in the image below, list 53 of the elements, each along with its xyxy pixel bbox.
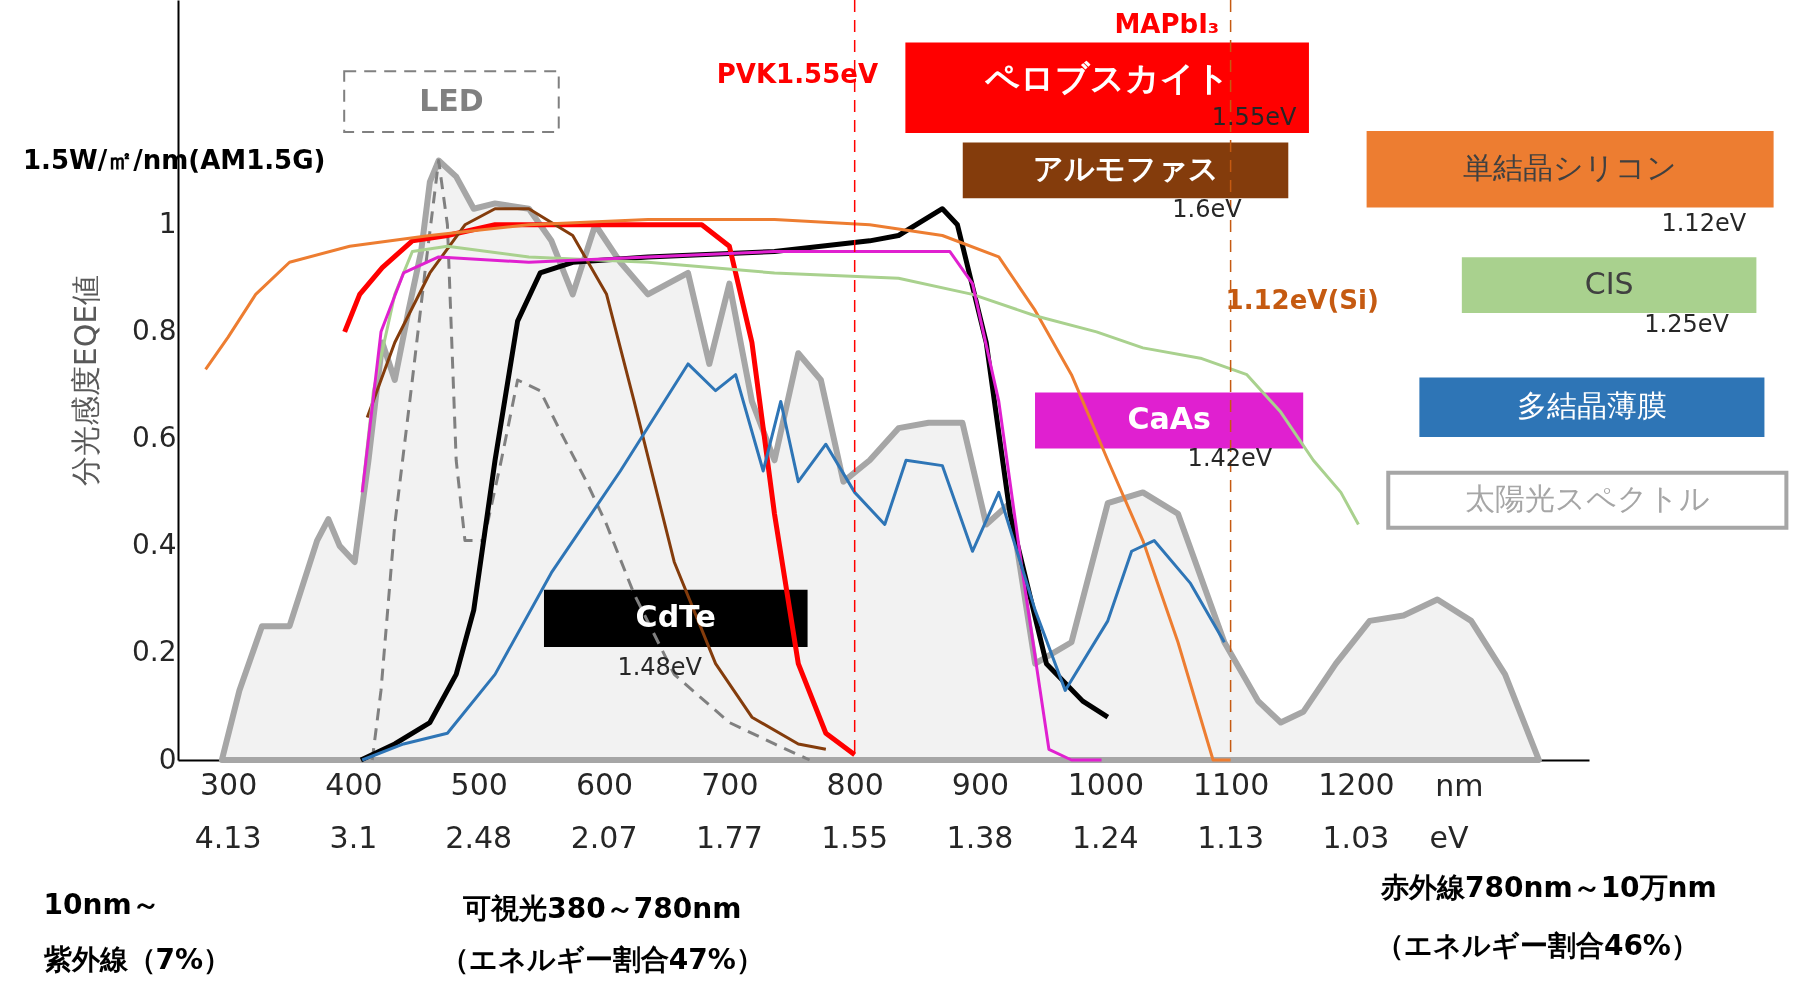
- text: 赤外線780nm～10万nm: [1380, 871, 1717, 905]
- x-tick-label: 600: [575, 766, 634, 802]
- text: 1.38: [946, 819, 1014, 855]
- text: 2.07: [570, 819, 638, 855]
- x-tick-label: 500: [450, 766, 508, 802]
- series-label: LED: [419, 82, 484, 118]
- text: 10nm～: [43, 888, 160, 922]
- text: 紫外線（7%）: [42, 943, 232, 977]
- annotation: 1.6eV: [1172, 194, 1243, 223]
- y-tick-label: 0: [158, 742, 177, 776]
- text: 1.25eV: [1644, 309, 1730, 338]
- text: ペロブスカイト: [983, 57, 1230, 98]
- text: CdTe: [635, 599, 716, 635]
- x-tick-label: 1100: [1192, 766, 1270, 802]
- text: 1.24: [1071, 819, 1139, 855]
- y-tick-label: 0.8: [131, 314, 177, 348]
- x-tick-label: 900: [951, 766, 1010, 802]
- annotation: 1.42eV: [1187, 443, 1273, 472]
- x-tick-label: 400: [325, 766, 383, 802]
- text: 1.55: [821, 819, 889, 855]
- x-tick-label: 800: [826, 766, 884, 802]
- x-tick-label: 1200: [1318, 766, 1395, 802]
- text: 3.1: [329, 819, 378, 855]
- annotation: 1.55eV: [1211, 103, 1297, 132]
- text: 1.77: [695, 819, 763, 855]
- y-tick-label: 0.6: [131, 421, 177, 455]
- text: 単結晶シリコン: [1463, 150, 1678, 186]
- y-tick-label: 0.2: [131, 635, 177, 669]
- text: 2.48: [445, 819, 513, 855]
- y-tick-label: 1: [158, 207, 177, 241]
- text: 1.12eV: [1661, 208, 1747, 237]
- text: （エネルギー割合46%）: [1375, 928, 1699, 962]
- text: 多結晶薄膜: [1516, 388, 1667, 424]
- ref-line-label: 1.12eV(Si): [1225, 284, 1379, 315]
- text: CaAs: [1127, 401, 1211, 437]
- x-tick-label: 700: [701, 766, 759, 802]
- text: 1.13: [1197, 819, 1265, 855]
- y-axis-title: 分光感度EQE値: [67, 274, 103, 487]
- text: CIS: [1584, 266, 1634, 302]
- ref-line-label: PVK1.55eV: [716, 58, 879, 89]
- annotation: 1.48eV: [617, 652, 703, 681]
- y-tick-label: 0.4: [131, 528, 177, 562]
- x-tick-label: 300: [199, 766, 258, 802]
- text: （エネルギー割合47%）: [440, 943, 764, 977]
- text: アルモファス: [1032, 151, 1219, 187]
- text: nm: [1435, 768, 1484, 804]
- text: 可視光380～780nm: [462, 891, 742, 925]
- text: eV: [1429, 819, 1470, 855]
- text: 1.03: [1322, 819, 1390, 855]
- text: 4.13: [194, 819, 262, 855]
- annotation: MAPbI₃: [1114, 9, 1220, 40]
- x-tick-label: 1000: [1067, 766, 1144, 802]
- text: 太陽光スペクトル: [1464, 481, 1710, 517]
